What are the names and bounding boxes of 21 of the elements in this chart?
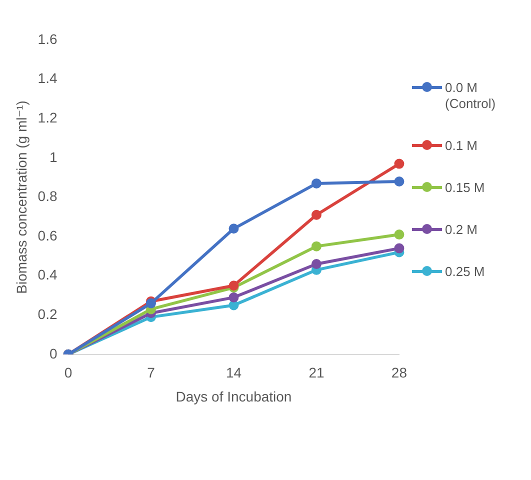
y-tick-label: 0.6: [38, 227, 58, 244]
y-tick-label: 1: [49, 148, 58, 165]
x-tick-label: 14: [226, 364, 242, 381]
x-tick-label: 28: [391, 364, 408, 381]
y-tick-label: 0.4: [38, 266, 58, 283]
y-tick-label: 1.6: [38, 30, 58, 47]
y-tick-label: 0: [49, 345, 58, 362]
x-axis-title: Days of Incubation: [176, 388, 292, 404]
y-axis-title: Biomass concentration (g ml⁻¹): [13, 100, 30, 294]
y-tick-label: 1.2: [38, 109, 58, 126]
x-tick-label: 21: [308, 364, 324, 381]
x-tick-label: 7: [147, 364, 156, 381]
legend-label: 0.0 M (Control): [445, 80, 497, 112]
legend-label: 0.25 M: [445, 264, 485, 280]
legend-label: 0.1 M: [445, 138, 478, 154]
y-tick-label: 1.4: [38, 70, 58, 86]
x-tick-label: 0: [64, 364, 72, 381]
y-tick-label: 0.8: [38, 188, 58, 204]
legend-label: 0.2 M: [445, 222, 478, 238]
y-tick-label: 0.2: [38, 306, 58, 322]
legend-label: 0.15 M: [445, 180, 485, 196]
